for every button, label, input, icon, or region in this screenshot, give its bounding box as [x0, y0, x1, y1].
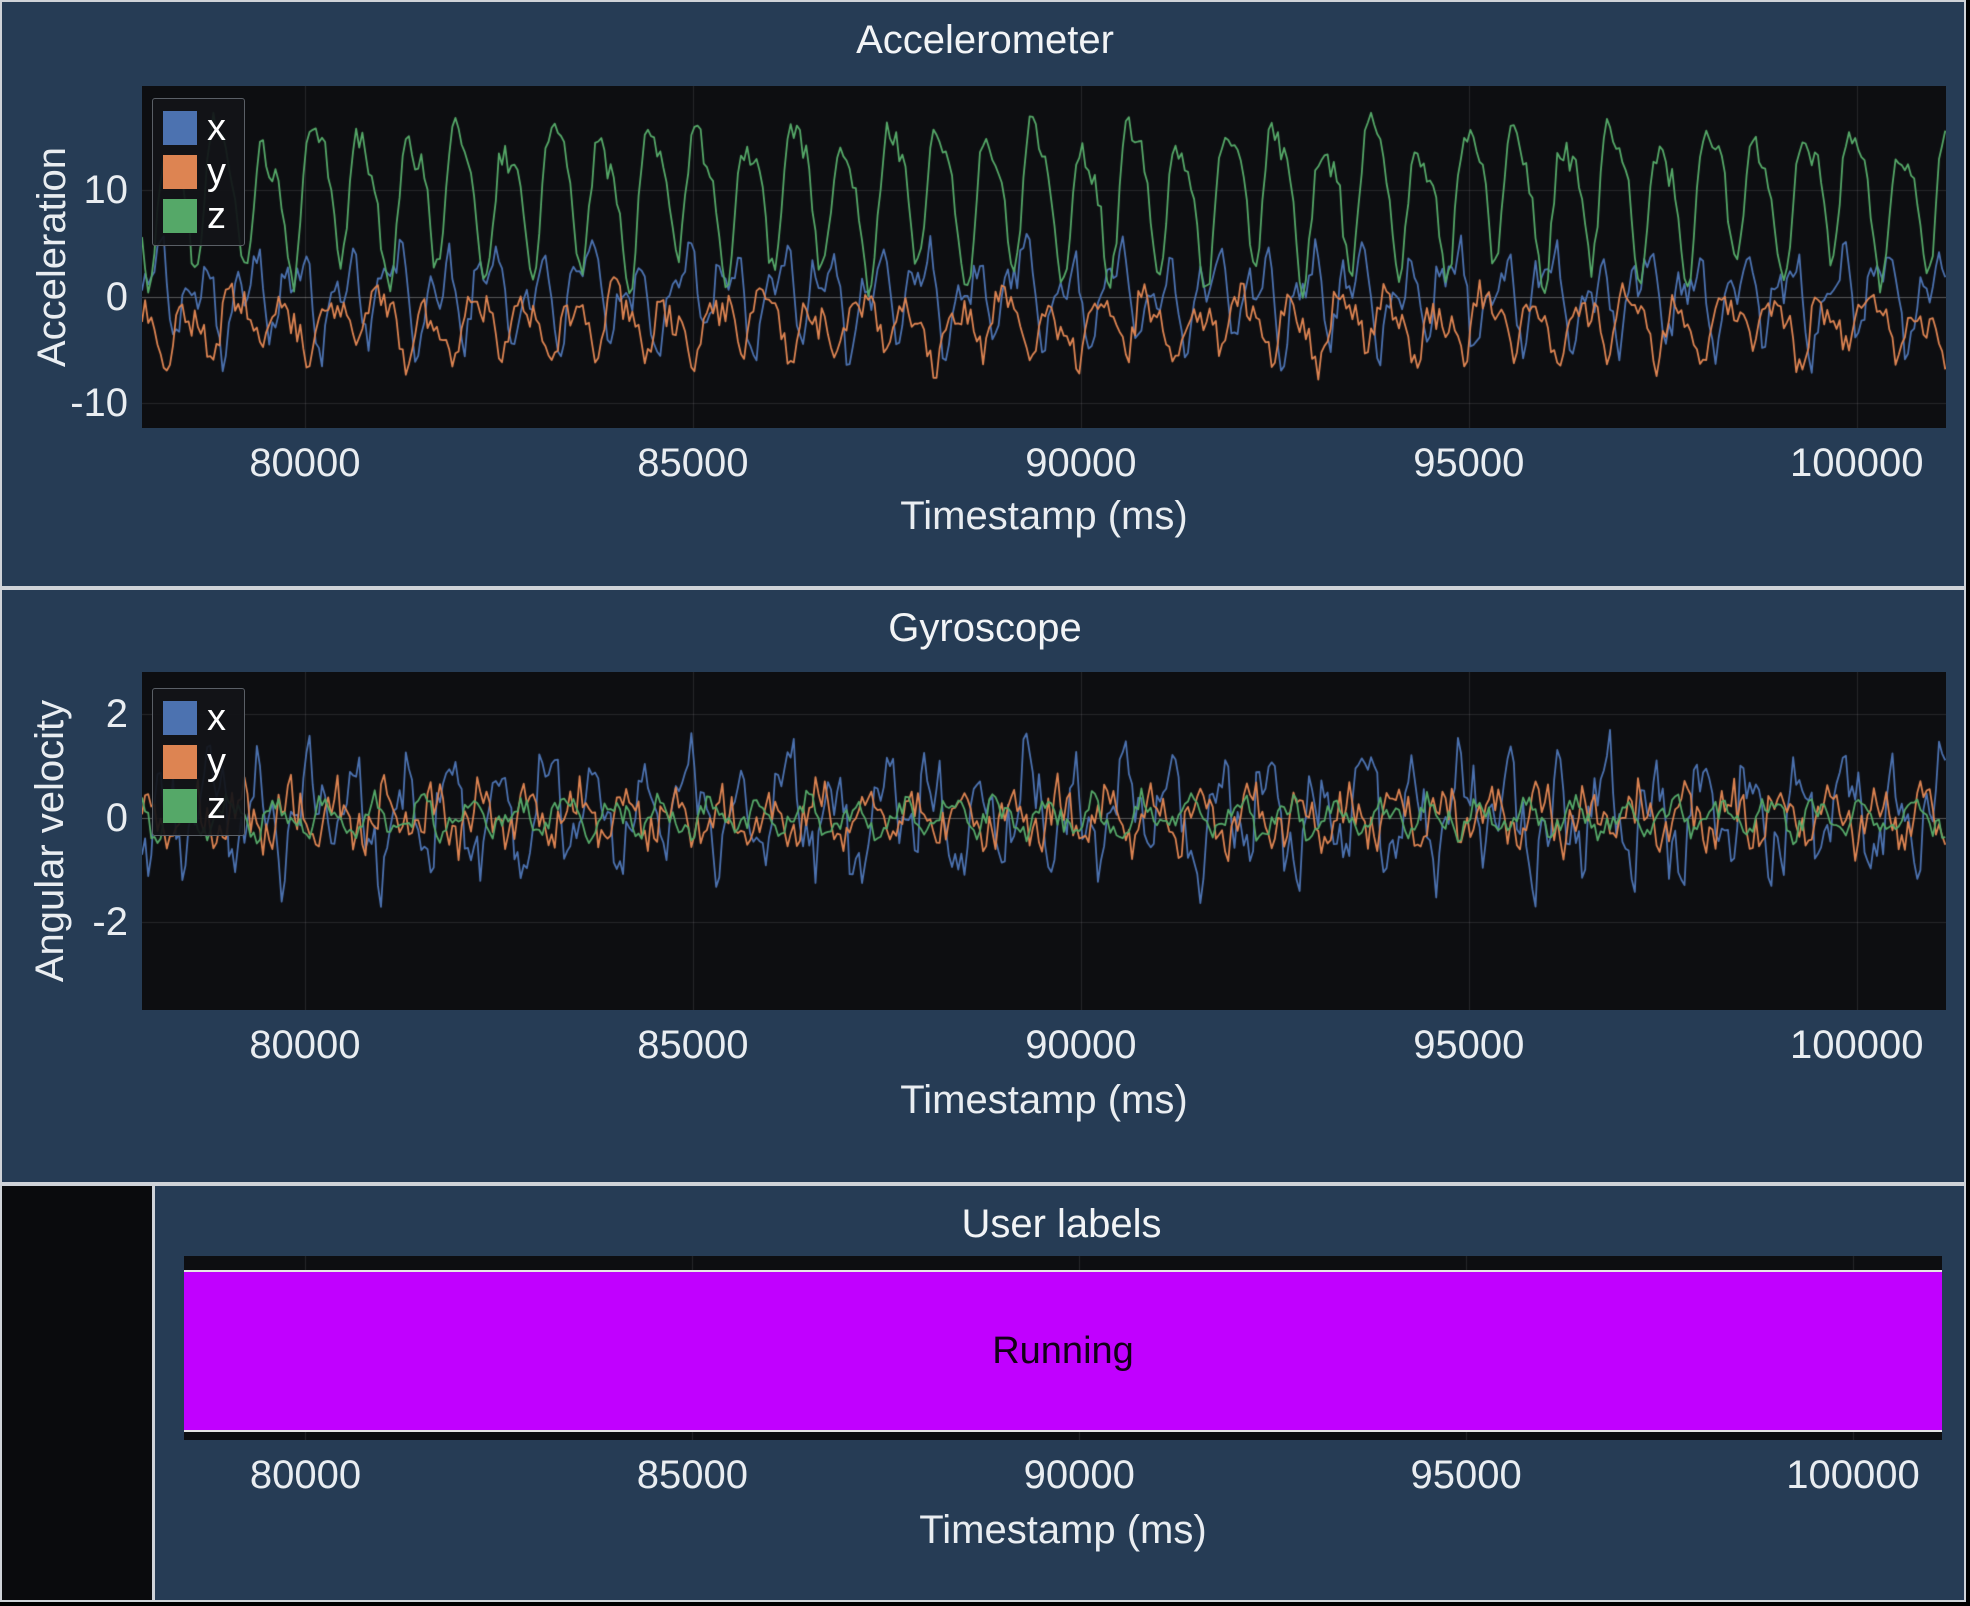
gyroscope-chart-canvas[interactable] — [142, 672, 1946, 1010]
legend-swatch-x-icon — [163, 701, 197, 735]
gyroscope-legend: x y z — [152, 688, 245, 836]
legend-swatch-z-icon — [163, 199, 197, 233]
panel-separator — [2, 586, 1964, 590]
x-tick-label: 85000 — [637, 1023, 749, 1067]
accelerometer-plot: x y z — [142, 86, 1946, 428]
x-tick-label: 100000 — [1786, 1453, 1920, 1497]
x-tick-label: 90000 — [1025, 1023, 1137, 1067]
legend-label-y: y — [207, 741, 226, 783]
legend-item-y[interactable]: y — [163, 153, 226, 191]
legend-item-z[interactable]: z — [163, 197, 226, 235]
x-tick-label: 95000 — [1410, 1453, 1522, 1497]
y-tick-label: -2 — [92, 899, 128, 944]
x-tick-label: 85000 — [636, 1453, 748, 1497]
legend-item-y[interactable]: y — [163, 743, 226, 781]
x-tick-label: 80000 — [249, 1453, 362, 1497]
user-labels-plot: Running — [184, 1256, 1942, 1440]
legend-label-x: x — [207, 107, 226, 149]
x-tick-label: 80000 — [249, 441, 361, 485]
accelerometer-x-axis-label: Timestamp (ms) — [900, 494, 1188, 538]
user-labels-title: User labels — [961, 1202, 1162, 1246]
accelerometer-legend: x y z — [152, 98, 245, 246]
vertical-divider — [152, 1186, 155, 1600]
accelerometer-title: Accelerometer — [856, 18, 1114, 62]
x-tick-label: 90000 — [1025, 441, 1137, 485]
x-tick-label: 95000 — [1413, 1023, 1525, 1067]
legend-item-z[interactable]: z — [163, 787, 226, 825]
accelerometer-chart-canvas[interactable] — [142, 86, 1946, 428]
legend-swatch-z-icon — [163, 789, 197, 823]
segment-label: Running — [992, 1329, 1134, 1372]
y-tick-label: 10 — [83, 168, 129, 213]
legend-label-x: x — [207, 697, 226, 739]
x-tick-label: 80000 — [249, 1023, 361, 1067]
x-tick-label: 95000 — [1413, 441, 1525, 485]
user-labels-panel: User labels Running Timestamp (ms) 80000… — [155, 1186, 1964, 1600]
y-tick-label: 0 — [105, 795, 128, 840]
x-tick-label: 85000 — [637, 441, 749, 485]
accelerometer-y-axis-label: Acceleration — [30, 146, 74, 368]
gyroscope-x-axis-label: Timestamp (ms) — [900, 1078, 1188, 1122]
panel-separator — [2, 1182, 1964, 1186]
legend-swatch-y-icon — [163, 155, 197, 189]
bottom-left-spacer — [2, 1186, 152, 1600]
x-tick-label: 100000 — [1790, 1023, 1924, 1067]
legend-label-z: z — [207, 785, 226, 827]
legend-label-z: z — [207, 195, 226, 237]
gyroscope-plot: x y z — [142, 672, 1946, 1010]
legend-swatch-x-icon — [163, 111, 197, 145]
x-tick-label: 90000 — [1023, 1453, 1135, 1497]
legend-label-y: y — [207, 151, 226, 193]
y-tick-label: 2 — [105, 691, 128, 736]
x-tick-label: 100000 — [1790, 441, 1924, 485]
accelerometer-panel: Accelerometer Acceleration x y z Timesta… — [2, 2, 1964, 586]
legend-swatch-y-icon — [163, 745, 197, 779]
gyroscope-title: Gyroscope — [888, 606, 1082, 650]
legend-item-x[interactable]: x — [163, 699, 226, 737]
gyroscope-panel: Gyroscope Angular velocity x y z Timesta… — [2, 590, 1964, 1182]
y-tick-label: 0 — [105, 274, 128, 319]
label-segment-running[interactable]: Running — [184, 1270, 1942, 1432]
user-labels-x-axis-label: Timestamp (ms) — [919, 1508, 1207, 1552]
legend-item-x[interactable]: x — [163, 109, 226, 147]
y-tick-label: -10 — [70, 381, 128, 426]
